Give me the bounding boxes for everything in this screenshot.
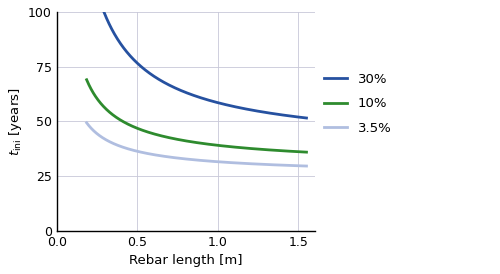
30%: [202, 98, 208, 101]
10%: [264, 148, 270, 151]
3.5%: [190, 158, 196, 161]
3.5%: [202, 159, 208, 162]
10%: [84, 78, 89, 81]
3.5%: [188, 158, 194, 161]
10%: [188, 140, 194, 143]
30%: [264, 111, 270, 114]
Y-axis label: $t_{\mathrm{ini}}$ [years]: $t_{\mathrm{ini}}$ [years]: [7, 87, 24, 156]
3.5%: [84, 121, 89, 124]
10%: [304, 150, 310, 154]
X-axis label: Rebar length [m]: Rebar length [m]: [129, 254, 242, 267]
Legend: 30%, 10%, 3.5%: 30%, 10%, 3.5%: [324, 73, 392, 135]
3.5%: [264, 163, 270, 166]
10%: [298, 150, 304, 153]
30%: [190, 93, 196, 96]
3.5%: [214, 160, 220, 163]
30%: [298, 116, 304, 119]
30%: [214, 101, 220, 104]
Line: 10%: 10%: [86, 80, 306, 152]
Line: 3.5%: 3.5%: [86, 123, 306, 166]
30%: [304, 116, 310, 120]
3.5%: [304, 164, 310, 168]
3.5%: [298, 164, 304, 167]
10%: [190, 140, 196, 144]
30%: [188, 93, 194, 96]
Line: 30%: 30%: [86, 0, 306, 118]
10%: [214, 144, 220, 147]
10%: [202, 142, 208, 145]
